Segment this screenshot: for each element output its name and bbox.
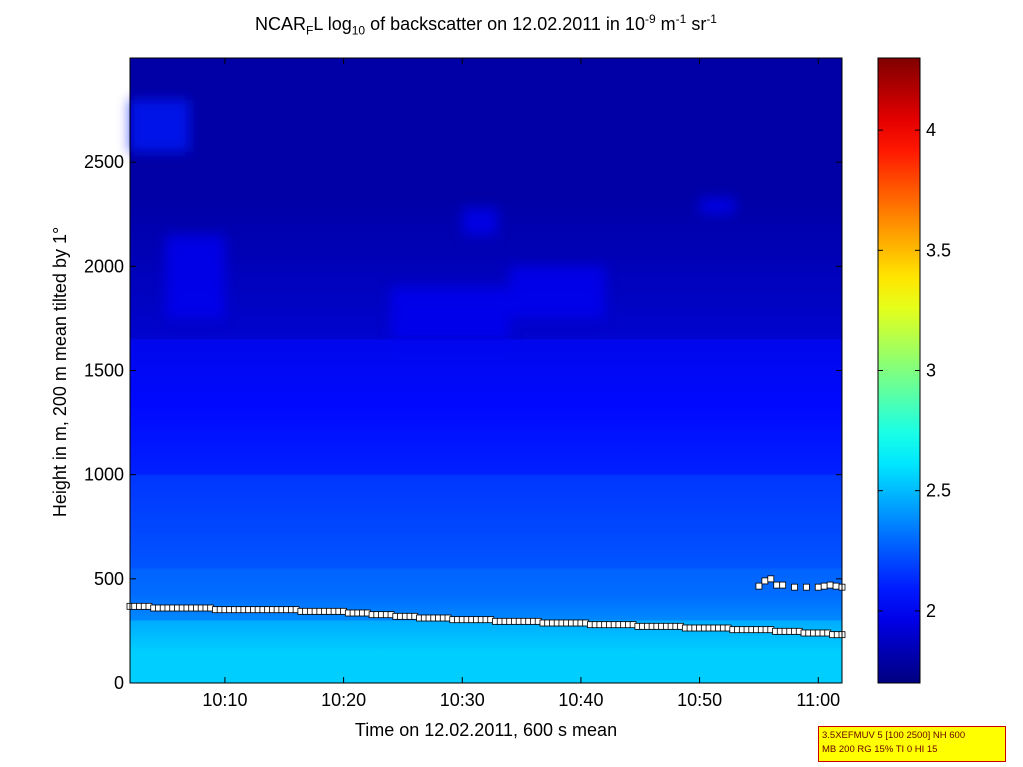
colorbar-tick-label: 2	[926, 601, 936, 621]
y-axis-label: Height in m, 200 m mean tilted by 1°	[50, 227, 70, 517]
heatmap-layer	[130, 339, 842, 474]
secondary-layer-point	[768, 576, 774, 582]
colorbar: 2 2.5 3 3.5 4	[878, 58, 951, 683]
heatmap-cell	[391, 287, 510, 339]
secondary-layer-point	[803, 584, 809, 590]
secondary-layer-point	[821, 583, 827, 589]
colorbar-tick-label: 4	[926, 120, 936, 140]
secondary-layer-point	[756, 583, 762, 589]
colorbar-tick-label: 2.5	[926, 481, 951, 501]
heatmap-cell	[510, 266, 605, 318]
x-tick-label: 11:00	[796, 690, 840, 710]
y-tick-label: 1500	[84, 361, 124, 381]
secondary-layer-point	[833, 583, 839, 589]
heatmap-cell	[166, 235, 225, 318]
y-tick-label: 0	[114, 673, 124, 693]
colorbar-tick-label: 3	[926, 361, 936, 381]
heatmap-plot-area	[127, 58, 845, 683]
settings-note-line: 3.5XEFMUV 5 [100 2500] NH 600	[822, 729, 1002, 743]
y-tick-label: 2000	[84, 256, 124, 276]
secondary-layer-point	[792, 584, 798, 590]
heatmap-cell	[462, 208, 498, 235]
x-tick-label: 10:50	[677, 690, 722, 710]
x-tick-label: 10:40	[558, 690, 603, 710]
y-tick-label: 2500	[84, 152, 124, 172]
settings-note-line: MB 200 RG 15% TI 0 HI 15	[822, 743, 1002, 757]
y-tick-label: 500	[94, 569, 124, 589]
secondary-layer-point	[815, 584, 821, 590]
settings-note: 3.5XEFMUV 5 [100 2500] NH 600 MB 200 RG …	[818, 726, 1006, 762]
x-tick-label: 10:30	[440, 690, 485, 710]
heatmap-cell	[700, 198, 736, 215]
secondary-layer-point	[774, 582, 780, 588]
x-tick-label: 10:20	[321, 690, 366, 710]
x-axis-label: Time on 12.02.2011, 600 s mean	[355, 720, 617, 740]
secondary-layer-point	[762, 578, 768, 584]
y-tick-label: 1000	[84, 465, 124, 485]
colorbar-tick-label: 3.5	[926, 240, 951, 260]
heatmap-layer	[130, 475, 842, 569]
secondary-layer-point	[827, 582, 833, 588]
x-tick-label: 10:10	[202, 690, 247, 710]
colorbar-scale	[878, 58, 920, 683]
heatmap-cell	[130, 100, 189, 152]
secondary-layer-point	[780, 582, 786, 588]
